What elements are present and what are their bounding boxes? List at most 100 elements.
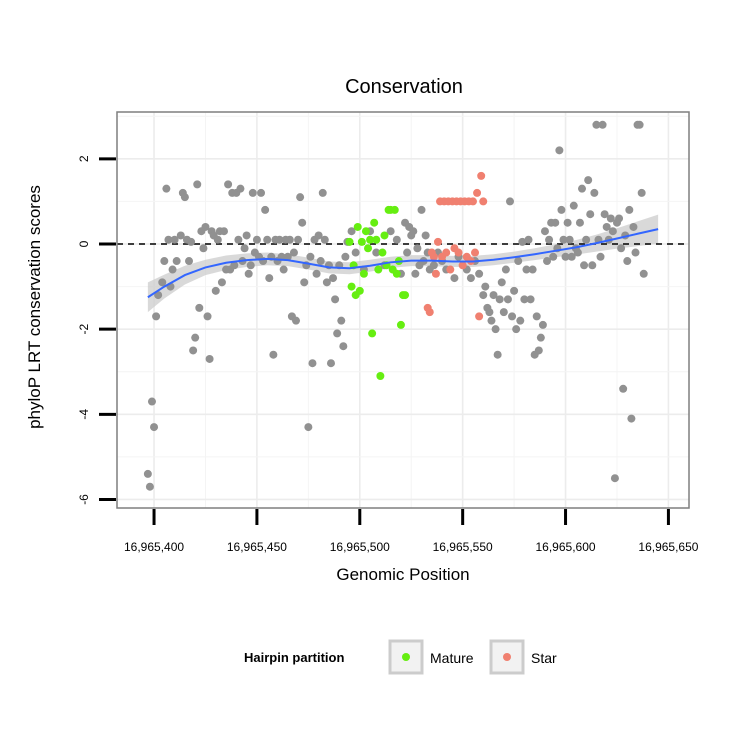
data-point-other xyxy=(331,295,340,304)
data-point-other xyxy=(534,346,543,355)
data-points xyxy=(143,120,648,491)
data-point-mature xyxy=(353,222,362,231)
data-point-other xyxy=(580,261,589,270)
data-point-other xyxy=(147,397,156,406)
data-point-other xyxy=(573,248,582,257)
data-point-other xyxy=(623,257,632,266)
data-point-other xyxy=(532,312,541,321)
data-point-other xyxy=(312,269,321,278)
data-point-other xyxy=(629,222,638,231)
data-point-other xyxy=(528,265,537,274)
data-point-other xyxy=(219,227,228,236)
data-point-other xyxy=(586,210,595,219)
data-point-star xyxy=(431,269,440,278)
data-point-other xyxy=(322,278,331,287)
data-point-other xyxy=(569,201,578,210)
data-point-mature xyxy=(368,329,377,338)
data-point-other xyxy=(518,237,527,246)
y-tick-label: -6 xyxy=(77,494,91,505)
data-point-other xyxy=(615,214,624,223)
data-point-other xyxy=(487,316,496,325)
chart-title: Conservation xyxy=(345,76,463,98)
data-point-other xyxy=(450,274,459,283)
data-point-other xyxy=(479,291,488,300)
data-point-other xyxy=(540,227,549,236)
data-point-mature xyxy=(370,218,379,227)
data-point-other xyxy=(491,325,500,334)
data-point-mature xyxy=(372,235,381,244)
x-tick-label: 16,965,650 xyxy=(638,540,698,554)
data-point-other xyxy=(308,359,317,368)
data-point-mature xyxy=(401,291,410,300)
data-point-other xyxy=(339,342,348,351)
data-point-mature xyxy=(396,320,405,329)
data-point-other xyxy=(217,278,226,287)
data-point-mature xyxy=(380,231,389,240)
y-axis-title: phyloP LRT conservation scores xyxy=(25,185,44,429)
data-point-other xyxy=(269,350,278,359)
data-point-other xyxy=(351,248,360,257)
x-tick-label: 16,965,400 xyxy=(124,540,184,554)
data-point-other xyxy=(187,237,196,246)
data-point-mature xyxy=(357,237,366,246)
data-point-other xyxy=(257,188,266,197)
data-point-other xyxy=(306,252,315,261)
data-point-other xyxy=(193,180,202,189)
data-point-other xyxy=(205,354,214,363)
data-point-other xyxy=(329,274,338,283)
data-point-other xyxy=(489,291,498,300)
data-point-other xyxy=(584,176,593,185)
data-point-other xyxy=(598,120,607,129)
data-point-other xyxy=(185,257,194,266)
data-point-other xyxy=(168,265,177,274)
data-point-other xyxy=(503,295,512,304)
y-axis: -6 -4 -2 0 2 xyxy=(77,155,116,505)
x-tick-label: 16,965,500 xyxy=(330,540,390,554)
data-point-other xyxy=(314,231,323,240)
legend-item-star: Star xyxy=(489,639,557,675)
data-point-other xyxy=(625,205,634,214)
data-point-other xyxy=(294,235,303,244)
data-point-other xyxy=(508,312,517,321)
data-point-other xyxy=(497,278,506,287)
data-point-other xyxy=(409,227,418,236)
data-point-star xyxy=(429,252,438,261)
confidence-band xyxy=(147,214,659,313)
data-point-other xyxy=(261,205,270,214)
y-tick-label: 2 xyxy=(77,155,91,162)
legend-swatch-mature xyxy=(402,653,410,661)
data-point-other xyxy=(600,210,609,219)
data-point-other xyxy=(316,257,325,266)
data-point-other xyxy=(481,282,490,291)
data-point-other xyxy=(279,265,288,274)
data-point-mature xyxy=(355,286,364,295)
legend-item-mature: Mature xyxy=(388,639,474,675)
smooth-confidence-band xyxy=(147,214,659,313)
data-point-other xyxy=(386,227,395,236)
data-point-other xyxy=(164,235,173,244)
data-point-other xyxy=(520,295,529,304)
data-point-other xyxy=(162,184,171,193)
data-point-other xyxy=(561,252,570,261)
legend-title: Hairpin partition xyxy=(244,650,344,665)
data-point-other xyxy=(320,235,329,244)
data-point-other xyxy=(289,248,298,257)
data-point-star xyxy=(473,188,482,197)
x-tick-label: 16,965,450 xyxy=(227,540,287,554)
data-point-other xyxy=(213,235,222,244)
data-point-other xyxy=(172,257,181,266)
data-point-other xyxy=(224,180,233,189)
data-point-star xyxy=(479,197,488,206)
legend: Hairpin partition Mature Star xyxy=(244,639,557,675)
data-point-other xyxy=(298,218,307,227)
smooth-line xyxy=(147,228,659,299)
data-point-other xyxy=(501,265,510,274)
data-point-star xyxy=(425,308,434,317)
data-point-other xyxy=(189,346,198,355)
y-tick-label: -4 xyxy=(77,409,91,420)
data-point-other xyxy=(201,222,210,231)
data-point-other xyxy=(246,261,255,270)
data-point-other xyxy=(485,308,494,317)
data-point-other xyxy=(252,235,261,244)
data-point-other xyxy=(240,244,249,253)
